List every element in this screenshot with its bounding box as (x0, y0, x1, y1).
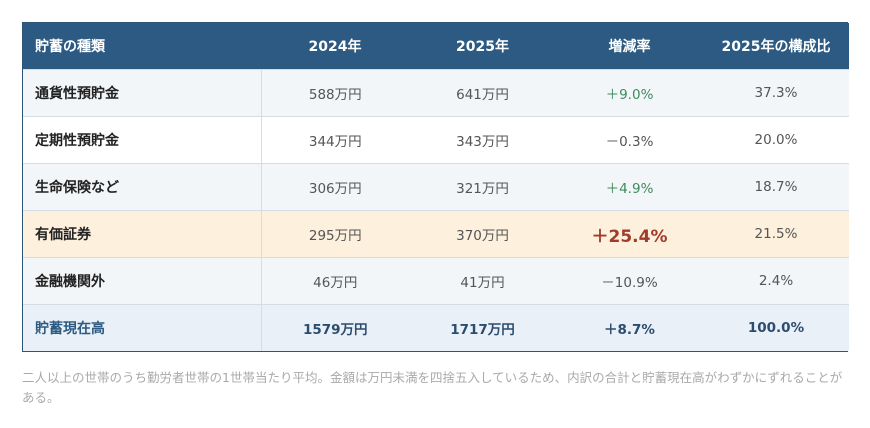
cell-share-total: 100.0% (703, 304, 849, 351)
cell-2025: 41万円 (409, 257, 556, 305)
footnote: 二人以上の世帯のうち勤労者世帯の1世帯当たり平均。金額は万円未満を四捨五入してい… (22, 370, 843, 405)
cell-share: 21.5% (703, 210, 849, 258)
table-row: 生命保険など 306万円 321万円 ＋4.9% 18.7% (23, 163, 849, 211)
cell-2025: 370万円 (409, 210, 556, 258)
header-change-rate: 増減率 (556, 23, 703, 70)
cell-2024: 588万円 (261, 69, 409, 117)
cell-change: －10.9% (556, 257, 703, 305)
cell-share: 2.4% (703, 257, 849, 305)
row-label: 生命保険など (23, 163, 262, 211)
header-savings-type: 貯蓄の種類 (23, 23, 261, 70)
header-2025: 2025年 (409, 23, 556, 70)
row-label: 金融機関外 (23, 257, 262, 305)
row-label: 有価証券 (23, 210, 262, 258)
header-2024: 2024年 (261, 23, 409, 70)
row-label: 通貨性預貯金 (23, 69, 262, 117)
cell-2025-total: 1717万円 (409, 304, 556, 351)
savings-table: 貯蓄の種類 2024年 2025年 増減率 2025年の構成比 通貨性預貯金 5… (22, 22, 849, 352)
cell-2024: 306万円 (261, 163, 409, 211)
cell-2024: 46万円 (261, 257, 409, 305)
cell-2025: 321万円 (409, 163, 556, 211)
cell-2025: 641万円 (409, 69, 556, 117)
cell-2025: 343万円 (409, 116, 556, 164)
cell-2024: 295万円 (261, 210, 409, 258)
cell-change: －0.3% (556, 116, 703, 164)
row-label: 定期性預貯金 (23, 116, 262, 164)
header-composition-2025: 2025年の構成比 (703, 23, 849, 70)
cell-change: ＋9.0% (556, 69, 703, 117)
row-label-total: 貯蓄現在高 (23, 304, 262, 351)
cell-share: 37.3% (703, 69, 849, 117)
cell-2024: 344万円 (261, 116, 409, 164)
table-row: 通貨性預貯金 588万円 641万円 ＋9.0% 37.3% (23, 69, 849, 117)
table-row-highlighted: 有価証券 295万円 370万円 ＋25.4% 21.5% (23, 210, 849, 258)
cell-change-highlight: ＋25.4% (556, 210, 703, 258)
table-row: 金融機関外 46万円 41万円 －10.9% 2.4% (23, 257, 849, 305)
table-row-total: 貯蓄現在高 1579万円 1717万円 ＋8.7% 100.0% (23, 304, 849, 351)
cell-change-total: ＋8.7% (556, 304, 703, 351)
cell-share: 18.7% (703, 163, 849, 211)
table-header-row: 貯蓄の種類 2024年 2025年 増減率 2025年の構成比 (23, 23, 849, 70)
cell-2024-total: 1579万円 (261, 304, 409, 351)
table-row: 定期性預貯金 344万円 343万円 －0.3% 20.0% (23, 116, 849, 164)
cell-share: 20.0% (703, 116, 849, 164)
cell-change: ＋4.9% (556, 163, 703, 211)
